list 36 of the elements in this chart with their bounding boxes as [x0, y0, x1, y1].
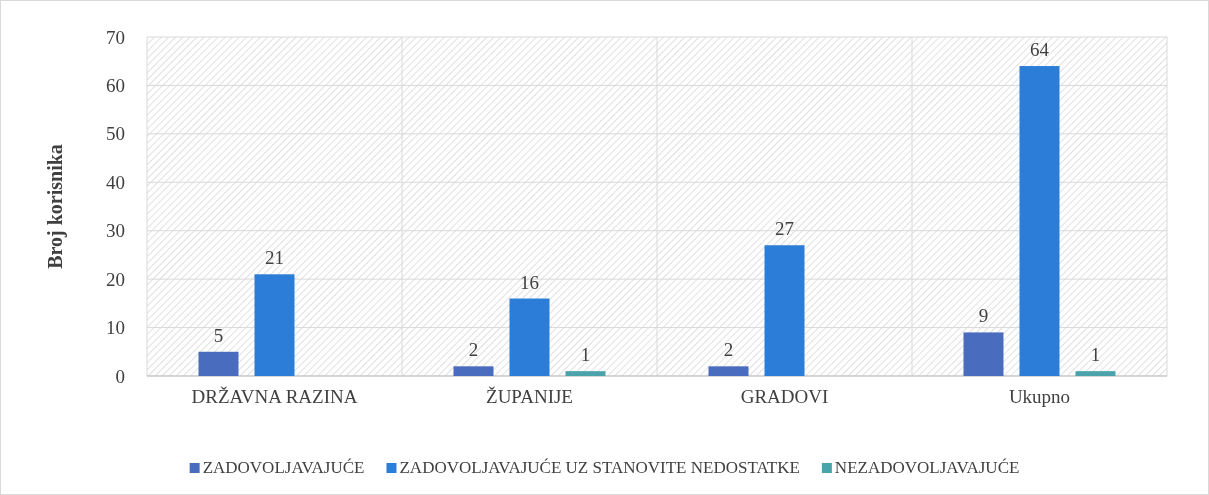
- y-tick-label: 70: [106, 26, 125, 48]
- data-label: 16: [520, 271, 539, 293]
- data-label: 5: [213, 324, 224, 346]
- bar: [708, 366, 749, 376]
- legend-label: ZADOVOLJAVAJUĆE: [202, 458, 365, 477]
- data-label: 9: [978, 305, 989, 327]
- legend-label: ZADOVOLJAVAJUĆE UZ STANOVITE NEDOSTATKE: [399, 458, 800, 477]
- data-label: 64: [1030, 39, 1050, 61]
- bar: [565, 371, 606, 376]
- y-axis-title: Broj korisnika: [44, 144, 67, 269]
- bar: [198, 351, 239, 376]
- y-tick-label: 60: [106, 75, 125, 97]
- bar: [254, 274, 295, 376]
- data-label: 2: [468, 339, 479, 361]
- x-tick-label: DRŽAVNA RAZINA: [191, 386, 358, 408]
- legend-label: NEZADOVOLJAVAJUĆE: [834, 458, 1020, 477]
- x-tick-label: GRADOVI: [740, 386, 829, 408]
- bar: [453, 366, 494, 376]
- y-tick-label: 30: [106, 220, 125, 242]
- bar: [963, 332, 1004, 376]
- data-label: 27: [775, 218, 794, 240]
- y-tick-label: 40: [106, 171, 125, 193]
- data-label: 21: [265, 247, 284, 269]
- y-tick-label: 20: [106, 268, 125, 290]
- y-tick-label: 50: [106, 123, 125, 145]
- y-tick-label: 0: [115, 365, 125, 387]
- y-tick-label: 10: [106, 317, 125, 339]
- x-tick-label: ŽUPANIJE: [486, 386, 573, 408]
- bar: [1019, 66, 1060, 376]
- data-label: 2: [723, 339, 734, 361]
- bar: [1075, 371, 1116, 376]
- bar: [764, 245, 805, 376]
- data-label: 1: [1090, 344, 1101, 366]
- bar: [509, 298, 550, 376]
- data-label: 1: [580, 344, 591, 366]
- x-tick-label: Ukupno: [1008, 386, 1071, 408]
